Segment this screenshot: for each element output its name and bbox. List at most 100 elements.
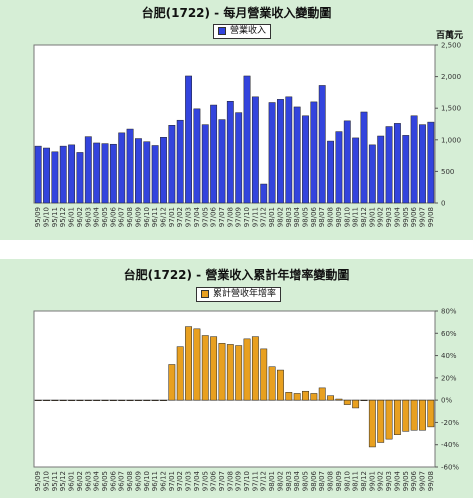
growth-ytick-label: 40% bbox=[441, 352, 457, 360]
growth-bar bbox=[185, 326, 192, 401]
growth-xtick-label: 96/11 bbox=[151, 471, 159, 491]
revenue-bar bbox=[168, 125, 176, 204]
growth-bar bbox=[393, 399, 401, 435]
revenue-bar bbox=[101, 143, 109, 204]
growth-bar bbox=[251, 336, 259, 401]
revenue-xtick-label: 97/07 bbox=[218, 207, 226, 227]
growth-bar bbox=[302, 390, 309, 401]
revenue-bar bbox=[377, 135, 385, 204]
revenue-ytick-label: 1,500 bbox=[441, 105, 461, 113]
revenue-bar bbox=[277, 99, 284, 204]
growth-xtick-label: 98/07 bbox=[318, 471, 326, 491]
growth-bar bbox=[193, 328, 201, 401]
revenue-ytick-label: 2,500 bbox=[441, 42, 461, 50]
growth-xtick-label: 96/04 bbox=[93, 470, 101, 491]
growth-bar bbox=[126, 399, 134, 401]
revenue-bar bbox=[126, 128, 134, 204]
revenue-xtick-label: 97/05 bbox=[201, 207, 209, 227]
revenue-bar bbox=[218, 119, 226, 204]
revenue-bar bbox=[268, 102, 276, 204]
revenue-xtick-label: 98/03 bbox=[285, 207, 293, 227]
revenue-bar bbox=[59, 145, 67, 204]
revenue-xtick-label: 98/05 bbox=[302, 207, 310, 227]
growth-xtick-label: 95/12 bbox=[59, 471, 67, 491]
growth-bar bbox=[419, 399, 426, 431]
revenue-xtick-label: 98/11 bbox=[352, 207, 360, 227]
growth-xtick-label: 98/03 bbox=[285, 471, 293, 491]
revenue-bar bbox=[352, 137, 360, 204]
growth-xtick-label: 99/06 bbox=[410, 470, 418, 491]
growth-xtick-label: 99/02 bbox=[377, 471, 385, 491]
revenue-ytick-label: 2,000 bbox=[441, 73, 461, 81]
growth-bar bbox=[201, 335, 209, 401]
growth-ytick-label: 20% bbox=[441, 374, 457, 382]
growth-xtick-label: 99/03 bbox=[385, 471, 393, 491]
revenue-xtick-label: 95/10 bbox=[43, 207, 51, 227]
revenue-ytick-label: 0 bbox=[441, 200, 445, 208]
revenue-xtick-label: 97/02 bbox=[176, 207, 184, 227]
revenue-bar bbox=[427, 121, 435, 204]
growth-xtick-label: 96/12 bbox=[159, 471, 167, 491]
revenue-xtick-label: 98/07 bbox=[318, 207, 326, 227]
revenue-bar bbox=[93, 142, 101, 204]
growth-bar bbox=[109, 399, 117, 401]
growth-xtick-label: 98/04 bbox=[293, 470, 301, 491]
growth-xtick-label: 96/05 bbox=[101, 471, 109, 491]
revenue-bar bbox=[176, 119, 184, 204]
growth-bar bbox=[51, 399, 59, 401]
growth-bar bbox=[260, 348, 268, 401]
growth-bar bbox=[168, 364, 176, 401]
revenue-xtick-label: 96/02 bbox=[76, 207, 84, 227]
revenue-ytick-label: 500 bbox=[441, 168, 454, 176]
growth-xtick-label: 97/03 bbox=[185, 471, 193, 491]
revenue-bar bbox=[285, 96, 293, 204]
revenue-bar bbox=[335, 131, 343, 204]
revenue-bar bbox=[327, 140, 334, 204]
revenue-bar bbox=[419, 124, 426, 204]
growth-xtick-label: 97/08 bbox=[226, 471, 234, 491]
growth-xtick-label: 98/01 bbox=[268, 471, 276, 491]
growth-xtick-label: 98/02 bbox=[276, 471, 284, 491]
growth-chart-title: 台肥(1722) - 營業收入累計年增率變動圖 bbox=[123, 268, 350, 282]
revenue-bar bbox=[385, 126, 393, 204]
growth-xtick-label: 96/10 bbox=[143, 471, 151, 491]
growth-xtick-label: 97/05 bbox=[201, 471, 209, 491]
revenue-xtick-label: 97/08 bbox=[226, 207, 234, 227]
revenue-bar bbox=[310, 101, 318, 204]
revenue-bar bbox=[34, 145, 42, 204]
revenue-bar bbox=[76, 152, 84, 204]
revenue-xtick-label: 97/11 bbox=[251, 207, 259, 227]
growth-bar bbox=[160, 399, 167, 401]
growth-bar bbox=[143, 399, 151, 401]
growth-xtick-label: 95/09 bbox=[34, 471, 42, 491]
growth-bar bbox=[135, 399, 142, 401]
growth-xtick-label: 97/11 bbox=[251, 471, 259, 491]
revenue-bar bbox=[243, 75, 251, 204]
growth-xtick-label: 98/06 bbox=[310, 470, 318, 491]
growth-xtick-label: 96/08 bbox=[126, 471, 134, 491]
growth-bar bbox=[310, 393, 318, 401]
revenue-bar bbox=[143, 141, 151, 204]
growth-xtick-label: 97/01 bbox=[168, 471, 176, 491]
revenue-xtick-label: 96/09 bbox=[134, 207, 142, 227]
revenue-legend-swatch bbox=[218, 26, 226, 35]
revenue-bar bbox=[135, 138, 142, 204]
growth-bar bbox=[84, 399, 92, 401]
growth-bar bbox=[235, 345, 243, 401]
growth-bar bbox=[151, 399, 159, 401]
revenue-xtick-label: 95/11 bbox=[51, 207, 59, 227]
growth-bar bbox=[385, 399, 393, 440]
growth-bar bbox=[268, 366, 276, 401]
growth-xtick-label: 97/07 bbox=[218, 471, 226, 491]
growth-legend-label: 累計營收年增率 bbox=[213, 289, 277, 299]
revenue-xtick-label: 98/01 bbox=[268, 207, 276, 227]
growth-bar bbox=[118, 399, 126, 401]
revenue-bar bbox=[343, 120, 351, 204]
growth-bar bbox=[43, 399, 50, 401]
growth-xtick-label: 99/07 bbox=[418, 471, 426, 491]
growth-xtick-label: 98/05 bbox=[302, 471, 310, 491]
revenue-bar bbox=[185, 75, 192, 204]
growth-ytick-label: 80% bbox=[441, 308, 457, 316]
growth-bar bbox=[402, 399, 410, 432]
